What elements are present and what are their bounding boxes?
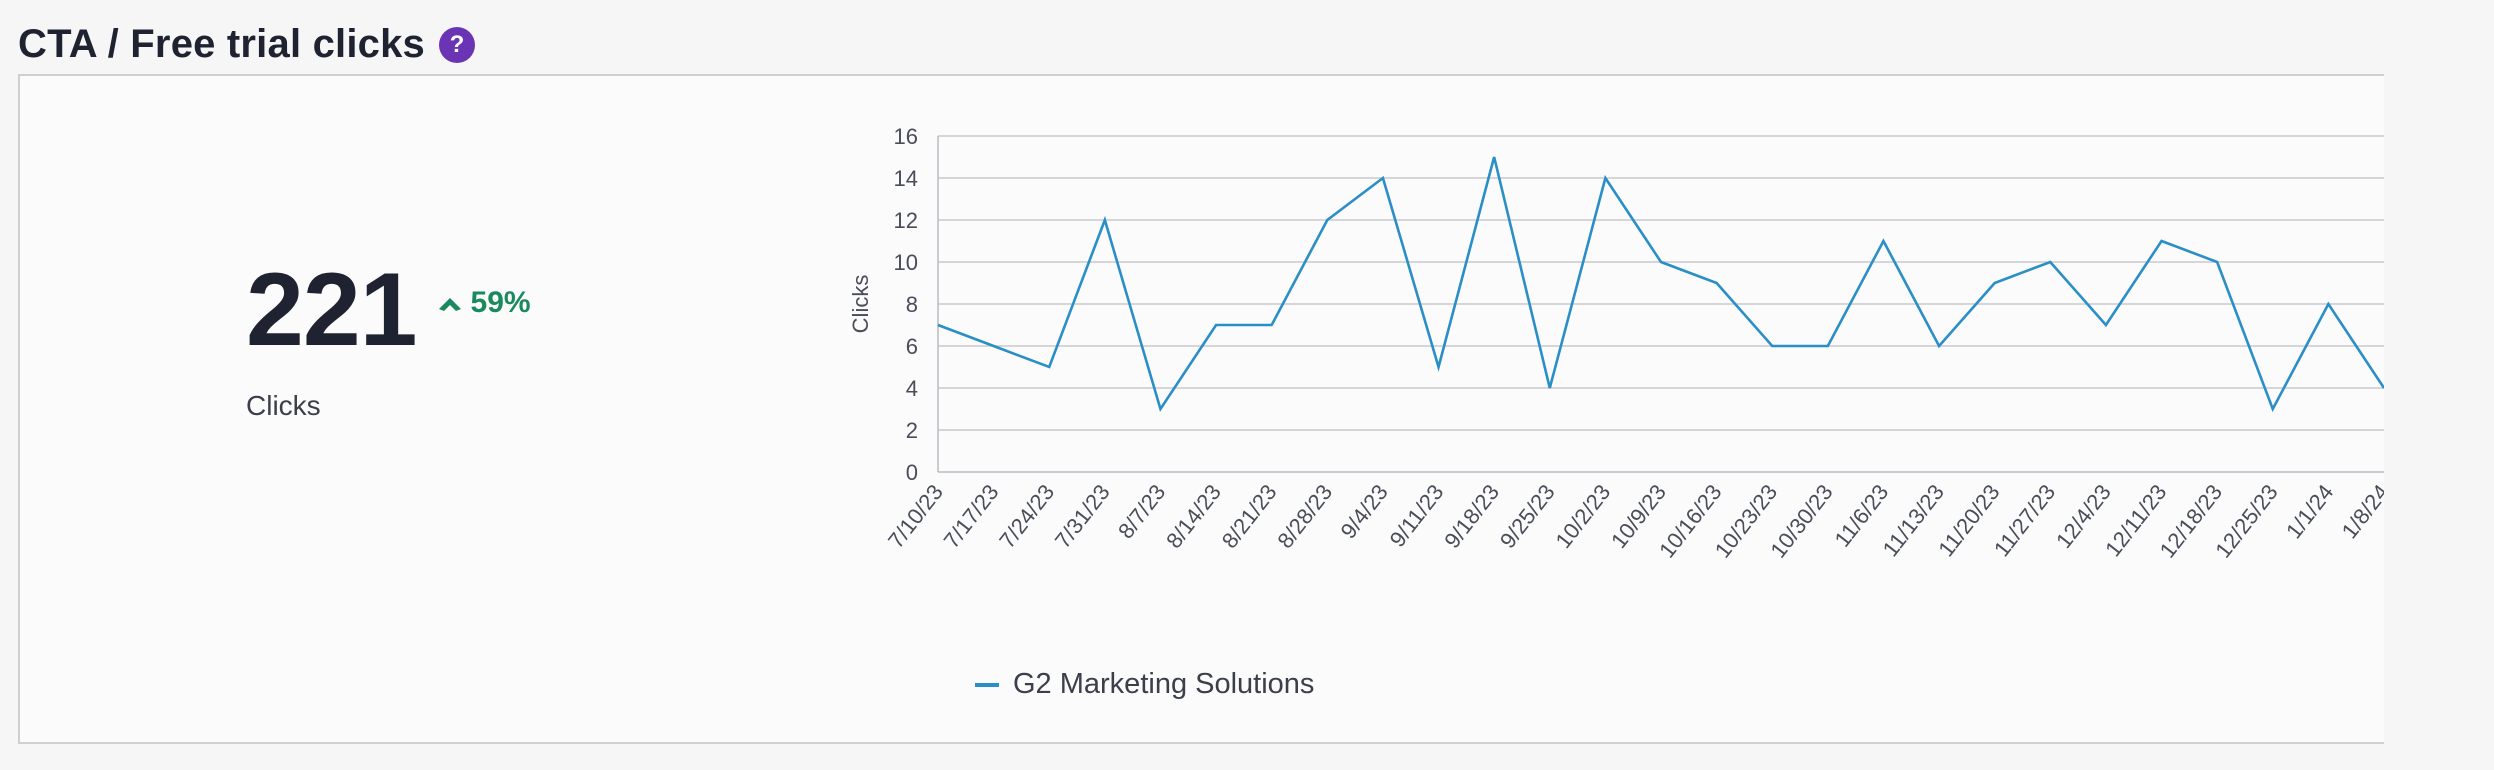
- y-tick-label: 14: [894, 166, 918, 191]
- help-icon[interactable]: ?: [438, 27, 475, 63]
- y-tick-label: 16: [894, 124, 918, 149]
- metric-value: 221: [246, 252, 418, 368]
- x-tick-label: 1/1/24: [2281, 480, 2338, 544]
- data-point: [1937, 344, 1942, 349]
- data-point: [1603, 176, 1608, 181]
- legend-swatch: [975, 682, 999, 687]
- x-tick-label: 7/17/23: [939, 480, 1004, 553]
- data-point: [1158, 407, 1163, 412]
- data-point: [1214, 323, 1219, 328]
- y-tick-label: 10: [894, 250, 918, 275]
- data-point: [2103, 323, 2108, 328]
- widget-header: CTA / Free trial clicks ?: [18, 14, 475, 74]
- data-point: [1325, 218, 1330, 223]
- y-axis-title: Clicks: [848, 275, 873, 334]
- data-point: [1047, 365, 1052, 370]
- metric-label: Clicks: [246, 390, 321, 421]
- data-point: [1714, 281, 1719, 286]
- y-tick-label: 6: [906, 334, 918, 359]
- right-edge-strip: [2384, 0, 2494, 770]
- line-chart: 0 2 4 6 8 10 12 14 16 Clicks 7/10/23 7/17/23 7/24/23…: [836, 100, 2396, 575]
- data-point: [1992, 281, 1997, 286]
- x-tick-label: 8/14/23: [1161, 480, 1226, 553]
- data-point: [2215, 260, 2220, 265]
- widget-card: [18, 74, 2384, 744]
- x-tick-label: 7/31/23: [1050, 480, 1115, 553]
- data-point: [2159, 239, 2164, 244]
- x-tick-label: 8/21/23: [1217, 480, 1282, 553]
- data-point: [1380, 176, 1385, 181]
- chevron-up-icon: [438, 298, 461, 311]
- widget-title: CTA / Free trial clicks: [18, 21, 425, 66]
- data-point: [1269, 323, 1274, 328]
- x-tick-label: 9/25/23: [1495, 480, 1560, 553]
- metric-change: 59%: [437, 286, 531, 320]
- data-point: [1825, 344, 1830, 349]
- chart-legend[interactable]: G2 Marketing Solutions: [975, 668, 1314, 701]
- data-point: [936, 323, 941, 328]
- legend-label: G2 Marketing Solutions: [1013, 668, 1315, 700]
- data-point: [1436, 365, 1441, 370]
- x-tick-label: 9/11/23: [1385, 480, 1449, 552]
- data-point: [2326, 302, 2331, 307]
- y-tick-label: 8: [906, 292, 918, 317]
- data-point: [1547, 386, 1552, 391]
- data-point: [1770, 344, 1775, 349]
- data-point: [1492, 155, 1497, 160]
- data-point: [2270, 407, 2275, 412]
- x-tick-label: 7/10/23: [883, 480, 948, 553]
- y-tick-label: 0: [906, 460, 918, 485]
- metric-change-value: 59%: [470, 286, 531, 319]
- y-tick-label: 4: [906, 376, 918, 401]
- x-tick-label: 10/2/23: [1550, 480, 1615, 553]
- series-line: [937, 156, 2386, 413]
- y-tick-label: 2: [906, 418, 918, 443]
- y-tick-label: 12: [894, 208, 918, 233]
- line-chart-svg: 0 2 4 6 8 10 12 14 16 Clicks 7/10/237/17/237/24/23…: [848, 124, 2394, 563]
- metric-summary: 221 59% Clicks: [246, 258, 531, 422]
- data-point: [2048, 260, 2053, 265]
- x-tick-label: 7/24/23: [994, 480, 1059, 553]
- x-tick-label: 8/28/23: [1272, 480, 1337, 553]
- data-point: [1881, 239, 1886, 244]
- x-tick-label: 8/7/23: [1113, 480, 1170, 544]
- data-point: [991, 344, 996, 349]
- x-tick-label: 9/18/23: [1439, 480, 1504, 553]
- data-point: [1102, 218, 1107, 223]
- x-tick-label: 9/4/23: [1336, 480, 1393, 544]
- metric-row: 221 59%: [246, 258, 531, 362]
- data-point: [1659, 260, 1664, 265]
